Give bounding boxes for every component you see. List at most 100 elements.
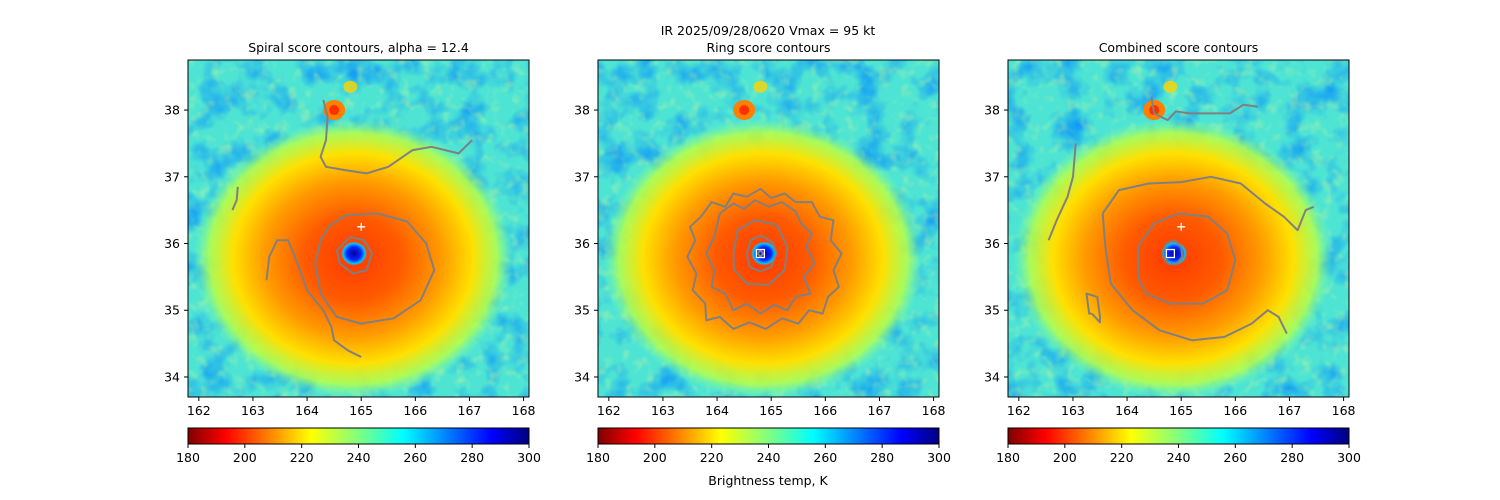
colorbar-tick-label: 180 bbox=[176, 450, 200, 465]
colorbar-tick-label: 260 bbox=[813, 450, 837, 465]
axes-frame bbox=[1007, 59, 1350, 398]
colorbar-bar bbox=[187, 427, 530, 445]
axes-frame bbox=[187, 59, 530, 398]
contour-line bbox=[1161, 239, 1184, 266]
x-tick-label: 168 bbox=[922, 403, 946, 418]
contour-line bbox=[732, 219, 789, 286]
x-tick-label: 166 bbox=[403, 403, 427, 418]
colorbar-tick-label: 240 bbox=[347, 450, 371, 465]
colorbar-tick-label: 280 bbox=[870, 450, 894, 465]
colorbar-tick-label: 200 bbox=[1053, 450, 1077, 465]
y-tick-label: 36 bbox=[164, 236, 180, 251]
contour-line bbox=[231, 186, 239, 211]
contour-line bbox=[335, 235, 373, 275]
colorbar-tick-label: 240 bbox=[757, 450, 781, 465]
y-tick-label: 34 bbox=[164, 369, 180, 384]
x-tick-label: 165 bbox=[349, 403, 373, 418]
panel-title: Spiral score contours, alpha = 12.4 bbox=[248, 40, 469, 55]
score-contours bbox=[1047, 96, 1315, 342]
colorbar-bar bbox=[597, 427, 940, 445]
colorbar-tick-label: 260 bbox=[1223, 450, 1247, 465]
convective-cell-north bbox=[343, 80, 358, 93]
x-tick-label: 164 bbox=[1115, 403, 1139, 418]
colorbar-tick-label: 300 bbox=[517, 450, 541, 465]
y-tick-label: 35 bbox=[984, 303, 1000, 318]
colorbar-tick-label: 220 bbox=[1110, 450, 1134, 465]
x-tick-label: 167 bbox=[458, 403, 482, 418]
contour-line bbox=[319, 99, 473, 175]
contour-line bbox=[314, 212, 436, 325]
x-tick-label: 165 bbox=[759, 403, 783, 418]
x-tick-label: 167 bbox=[1278, 403, 1302, 418]
y-tick-label: 38 bbox=[164, 103, 180, 118]
storm-eye bbox=[341, 241, 368, 266]
panels: Spiral score contours, alpha = 12.4 162 16… bbox=[164, 40, 1361, 465]
figure-suptitle: IR 2025/09/28/0620 Vmax = 95 kt bbox=[661, 23, 876, 38]
colorbar-label: Brightness temp, K bbox=[708, 473, 828, 488]
x-tick-label: 163 bbox=[241, 403, 265, 418]
y-tick-label: 35 bbox=[164, 303, 180, 318]
x-tick-label: 164 bbox=[295, 403, 319, 418]
contour-line bbox=[1101, 213, 1288, 342]
y-tick-label: 38 bbox=[984, 103, 1000, 118]
colorbar: 180 200 220 240 260 280 300 bbox=[176, 427, 541, 465]
convective-cell-north bbox=[1163, 80, 1178, 93]
contour-line bbox=[686, 187, 843, 330]
convective-cell-core bbox=[329, 105, 340, 116]
colorbar-tick-label: 220 bbox=[700, 450, 724, 465]
x-tick-label: 164 bbox=[705, 403, 729, 418]
colorbar-tick-label: 280 bbox=[460, 450, 484, 465]
ir-field bbox=[1008, 60, 1349, 397]
contour-line bbox=[265, 239, 362, 358]
plus-marker bbox=[357, 222, 366, 231]
y-tick-label: 36 bbox=[984, 236, 1000, 251]
contour-line bbox=[756, 249, 765, 258]
y-tick-label: 37 bbox=[984, 169, 1000, 184]
convective-cell-north bbox=[753, 80, 768, 93]
x-tick-label: 162 bbox=[597, 403, 621, 418]
contour-line bbox=[1047, 143, 1077, 241]
y-tick-label: 35 bbox=[574, 303, 590, 318]
colorbar: 180 200 220 240 260 280 300 bbox=[996, 427, 1361, 465]
colorbar-tick-label: 280 bbox=[1280, 450, 1304, 465]
colorbar-tick-label: 180 bbox=[996, 450, 1020, 465]
colorbar-bar bbox=[1007, 427, 1350, 445]
convective-cell-core bbox=[739, 105, 750, 116]
colorbar-tick-label: 180 bbox=[586, 450, 610, 465]
panel-title: Ring score contours bbox=[706, 40, 830, 55]
x-tick-label: 162 bbox=[187, 403, 211, 418]
score-contours bbox=[231, 99, 473, 358]
contour-line bbox=[745, 234, 778, 273]
axes-frame bbox=[597, 59, 940, 398]
colorbar-tick-label: 240 bbox=[1167, 450, 1191, 465]
y-tick-label: 34 bbox=[574, 369, 590, 384]
y-tick-label: 37 bbox=[164, 169, 180, 184]
y-tick-label: 37 bbox=[574, 169, 590, 184]
x-tick-label: 166 bbox=[813, 403, 837, 418]
x-tick-label: 168 bbox=[512, 403, 536, 418]
contour-line bbox=[1136, 212, 1237, 305]
colorbar: 180 200 220 240 260 280 300 bbox=[586, 427, 951, 465]
contour-line bbox=[1101, 175, 1315, 232]
x-tick-label: 163 bbox=[1061, 403, 1085, 418]
x-tick-label: 163 bbox=[651, 403, 675, 418]
x-tick-label: 168 bbox=[1332, 403, 1356, 418]
panel-2: Ring score contours 162 163 164 165 166 167 168… bbox=[574, 40, 951, 465]
colorbar-tick-label: 220 bbox=[290, 450, 314, 465]
x-tick-label: 166 bbox=[1223, 403, 1247, 418]
panel-title: Combined score contours bbox=[1099, 40, 1259, 55]
colorbar-tick-label: 200 bbox=[643, 450, 667, 465]
panel-3: Combined score contours 162 163 164 165 166 16… bbox=[984, 40, 1361, 465]
ir-field bbox=[598, 60, 939, 397]
y-tick-label: 36 bbox=[574, 236, 590, 251]
colorbar-tick-label: 300 bbox=[1337, 450, 1361, 465]
plus-marker bbox=[1177, 222, 1186, 231]
colorbar-tick-label: 200 bbox=[233, 450, 257, 465]
panel-1: Spiral score contours, alpha = 12.4 162 16… bbox=[164, 40, 541, 465]
colorbar-tick-label: 260 bbox=[403, 450, 427, 465]
square-marker bbox=[1165, 248, 1176, 259]
contour-line bbox=[1085, 292, 1101, 324]
ir-field bbox=[188, 60, 529, 397]
y-tick-label: 34 bbox=[984, 369, 1000, 384]
